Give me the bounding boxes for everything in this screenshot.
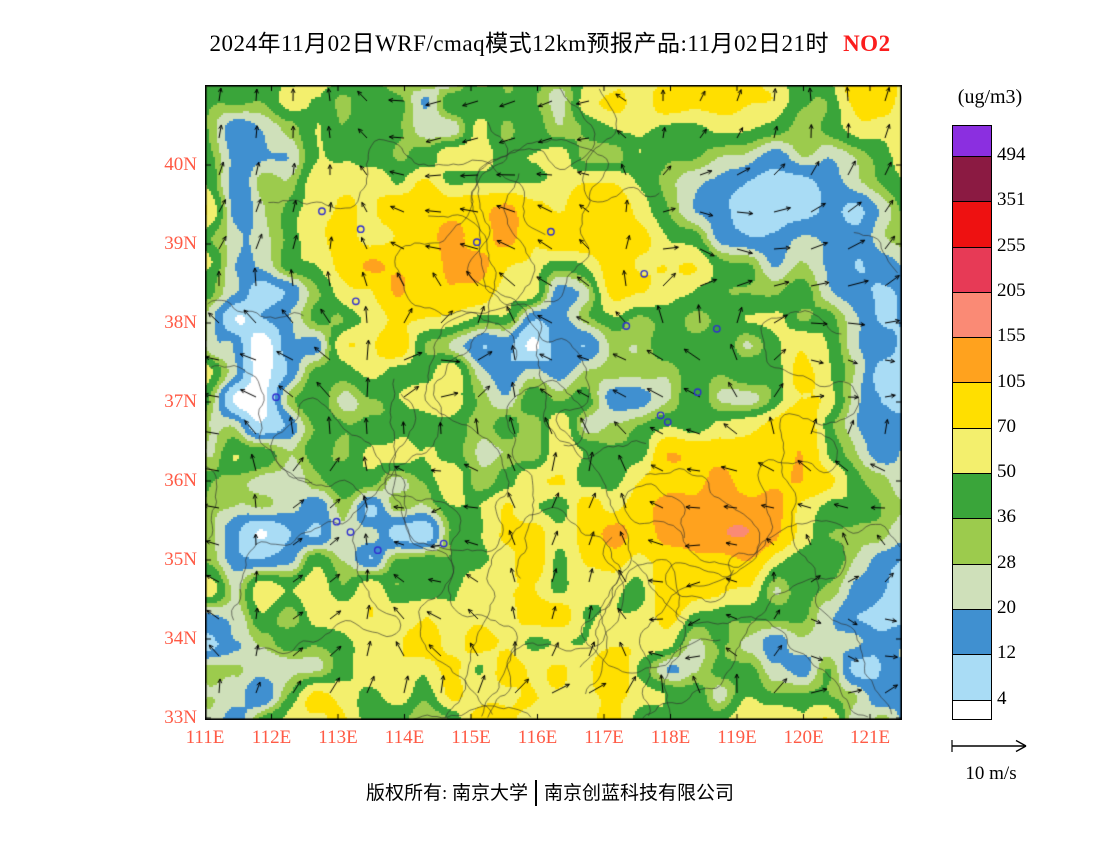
colorbar-level-label: 255: [997, 234, 1026, 256]
colorbar-segment: [953, 382, 991, 428]
colorbar-segment: [953, 654, 991, 700]
colorbar-level-label: 36: [997, 506, 1016, 528]
wind-legend: 10 m/s: [946, 734, 1036, 785]
lon-label-120E: 120E: [783, 727, 824, 748]
colorbar-level-label: 50: [997, 461, 1016, 483]
wind-scale-arrow-icon: [951, 739, 1027, 753]
colorbar-level-label: 70: [997, 415, 1016, 437]
colorbar-level-label: 105: [997, 370, 1026, 392]
footer-divider-icon: [535, 780, 537, 806]
colorbar-level-label: 20: [997, 597, 1016, 618]
lon-label-114E: 114E: [384, 727, 425, 748]
colorbar-segment: [953, 518, 991, 564]
page-title: 2024年11月02日WRF/cmaq模式12km预报产品:11月02日21时 N…: [75, 24, 1025, 58]
colorbar-segment: [953, 608, 991, 655]
forecast-map-canvas: [205, 85, 902, 720]
copyright-footer: 版权所有: 南京大学 南京创蓝科技有限公司: [150, 778, 950, 806]
lon-label-111E: 111E: [185, 727, 225, 748]
lat-label-38N: 38N: [164, 312, 197, 333]
colorbar-segment: [953, 337, 991, 383]
colorbar-level-label: 351: [997, 189, 1026, 211]
colorbar-unit-label: (ug/m3): [957, 86, 1023, 108]
colorbar-level-label: 28: [997, 551, 1016, 573]
colorbar-level-label: 494: [997, 144, 1026, 165]
lat-label-40N: 40N: [164, 154, 197, 175]
colorbar-segment: [953, 291, 991, 338]
colorbar-segment: [953, 126, 991, 156]
colorbar-segment: [953, 699, 991, 720]
lon-label-119E: 119E: [717, 727, 757, 748]
wind-speed-label: 10 m/s: [965, 763, 1017, 784]
colorbar-segment: [953, 473, 991, 519]
lon-label-113E: 113E: [318, 727, 358, 748]
lon-label-117E: 117E: [584, 727, 624, 748]
colorbar-level-label: 12: [997, 642, 1016, 664]
lat-label-34N: 34N: [164, 628, 197, 649]
colorbar-segment: [953, 427, 991, 474]
lat-label-35N: 35N: [164, 549, 197, 570]
lat-label-39N: 39N: [164, 233, 197, 254]
pollutant-label: NO2: [843, 31, 891, 56]
lat-label-37N: 37N: [164, 391, 197, 412]
colorbar: [952, 125, 992, 721]
colorbar-level-label: 205: [997, 279, 1026, 301]
colorbar-segment: [953, 156, 991, 202]
lat-label-33N: 33N: [164, 707, 197, 728]
lon-label-115E: 115E: [451, 727, 491, 748]
colorbar-level-label: 4: [997, 687, 1007, 709]
lon-label-116E: 116E: [517, 727, 558, 748]
colorbar-segment: [953, 201, 991, 247]
lon-label-112E: 112E: [251, 727, 292, 748]
copyright-owner: 版权所有: 南京大学: [365, 783, 528, 804]
lon-label-118E: 118E: [650, 727, 691, 748]
copyright-company: 南京创蓝科技有限公司: [544, 783, 735, 804]
lon-label-121E: 121E: [849, 727, 891, 748]
colorbar-level-label: 155: [997, 325, 1026, 347]
colorbar-segment: [953, 246, 991, 292]
colorbar-segment: [953, 563, 991, 609]
lat-label-36N: 36N: [164, 470, 197, 491]
title-text: 2024年11月02日WRF/cmaq模式12km预报产品:11月02日21时: [209, 31, 830, 56]
